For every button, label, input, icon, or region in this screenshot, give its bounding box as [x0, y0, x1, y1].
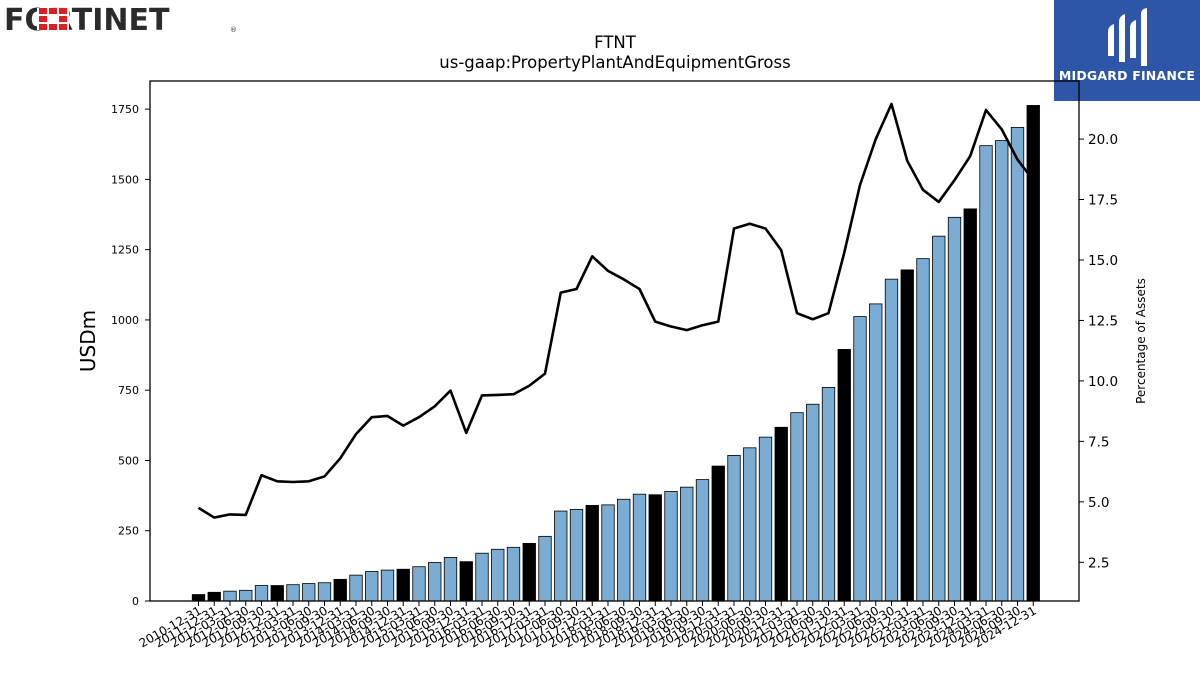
y-tick-label: 1000 — [111, 314, 139, 327]
y2-tick-label: 10.0 — [1088, 374, 1118, 390]
y2-tick-label: 2.5 — [1088, 555, 1109, 571]
y-tick-label: 1750 — [111, 103, 139, 116]
y2-tick-label: 15.0 — [1088, 253, 1118, 269]
bar-2018-09-30 — [632, 493, 647, 602]
bar-2022-06-30 — [869, 303, 883, 602]
bar-2017-09-30 — [569, 508, 584, 602]
registered-mark: ® — [230, 26, 236, 34]
bar-2013-03-31 — [286, 584, 300, 602]
bar-2014-03-31 — [349, 574, 363, 602]
bars-layer — [191, 105, 1040, 602]
bar-2019-12-31 — [711, 465, 725, 602]
bar-2022-09-30 — [884, 278, 899, 602]
bar-2012-06-30 — [239, 589, 253, 602]
bar-2024-03-31 — [979, 145, 993, 602]
bar-2012-09-30 — [254, 585, 269, 602]
bar-2013-09-30 — [317, 582, 332, 602]
y-tick-label: 750 — [118, 384, 139, 397]
bar-2020-12-31 — [774, 426, 788, 602]
y-axis-label: USDm — [76, 310, 100, 372]
bar-2019-03-31 — [664, 490, 678, 602]
y2-tick-label: 5.0 — [1088, 495, 1109, 511]
bar-2011-12-31 — [207, 591, 221, 602]
left-axis: 0 250 500 750 1000 1250 1500 1750 — [111, 103, 150, 608]
y2-tick-label: 17.5 — [1088, 193, 1118, 209]
bar-2023-09-30 — [947, 216, 962, 602]
y-tick-label: 0 — [132, 595, 139, 608]
bar-2023-03-31 — [916, 258, 930, 602]
bar-2019-09-30 — [695, 479, 710, 602]
bar-2022-03-31 — [853, 316, 867, 602]
bar-2014-12-31 — [396, 568, 410, 602]
bar-2024-09-30 — [1010, 126, 1025, 602]
fortinet-logo-icon: FORTINET ® — [4, 3, 237, 38]
bar-2016-06-30 — [491, 548, 505, 602]
bar-2020-06-30 — [743, 447, 757, 602]
bar-2021-06-30 — [806, 403, 820, 602]
fortinet-logo: FORTINET ® — [4, 2, 237, 38]
bar-2017-03-31 — [538, 535, 552, 602]
bar-2015-09-30 — [443, 557, 458, 602]
midgard-finance-badge: MIDGARD FINANCE — [1054, 0, 1200, 101]
chart-title: FTNT — [594, 33, 637, 52]
bar-2013-06-30 — [302, 583, 316, 602]
bar-2016-09-30 — [506, 546, 521, 602]
percentage-line — [197, 102, 1035, 519]
chart-subtitle: us-gaap:PropertyPlantAndEquipmentGross — [439, 53, 790, 72]
bar-2014-09-30 — [380, 569, 395, 602]
y-tick-label: 250 — [118, 525, 139, 538]
bar-2017-12-31 — [585, 505, 599, 602]
bar-2021-09-30 — [821, 386, 836, 602]
bar-2012-03-31 — [223, 590, 237, 602]
line-layer — [197, 102, 1035, 519]
y2-tick-label: 12.5 — [1088, 313, 1118, 329]
fortinet-wordmark: FORTINET — [4, 3, 170, 34]
y2-tick-label: 7.5 — [1088, 434, 1109, 450]
bar-2013-12-31 — [333, 578, 347, 602]
badge-label: MIDGARD FINANCE — [1058, 68, 1196, 83]
y-tick-label: 500 — [118, 454, 139, 467]
bar-2015-06-30 — [428, 562, 442, 602]
bar-2014-06-30 — [365, 571, 379, 602]
midgard-logo-icon — [1108, 8, 1147, 66]
y2-axis-label: Percentage of Assets — [1134, 278, 1148, 404]
bar-2012-12-31 — [270, 585, 284, 602]
bar-2015-12-31 — [459, 561, 473, 602]
bar-2022-12-31 — [900, 269, 914, 602]
bar-2023-12-31 — [963, 208, 977, 602]
y2-tick-label: 20.0 — [1088, 132, 1118, 148]
x-axis: 2010-12-312011-12-312012-03-312012-06-30… — [137, 601, 1039, 650]
bar-2021-12-31 — [837, 349, 851, 602]
bar-2024-06-30 — [995, 140, 1009, 602]
bar-2016-12-31 — [522, 542, 536, 602]
bar-2010-12-31 — [191, 594, 206, 602]
bar-2015-03-31 — [412, 566, 426, 602]
y-tick-label: 1250 — [111, 244, 139, 257]
bar-2017-06-30 — [554, 510, 568, 602]
right-axis: 2.5 5.0 7.5 10.0 12.5 15.0 17.5 20.0 — [1079, 132, 1118, 571]
bar-2020-03-31 — [727, 454, 741, 602]
bar-2016-03-31 — [475, 552, 489, 602]
bar-2019-06-30 — [680, 486, 694, 602]
bar-2018-03-31 — [601, 504, 615, 602]
bar-2018-12-31 — [648, 494, 662, 602]
bar-2020-09-30 — [758, 436, 773, 602]
bar-2023-06-30 — [932, 235, 946, 602]
bar-2018-06-30 — [617, 498, 631, 602]
plot-frame — [149, 80, 1080, 602]
bar-2021-03-31 — [790, 412, 804, 602]
y-tick-label: 1500 — [111, 173, 139, 186]
